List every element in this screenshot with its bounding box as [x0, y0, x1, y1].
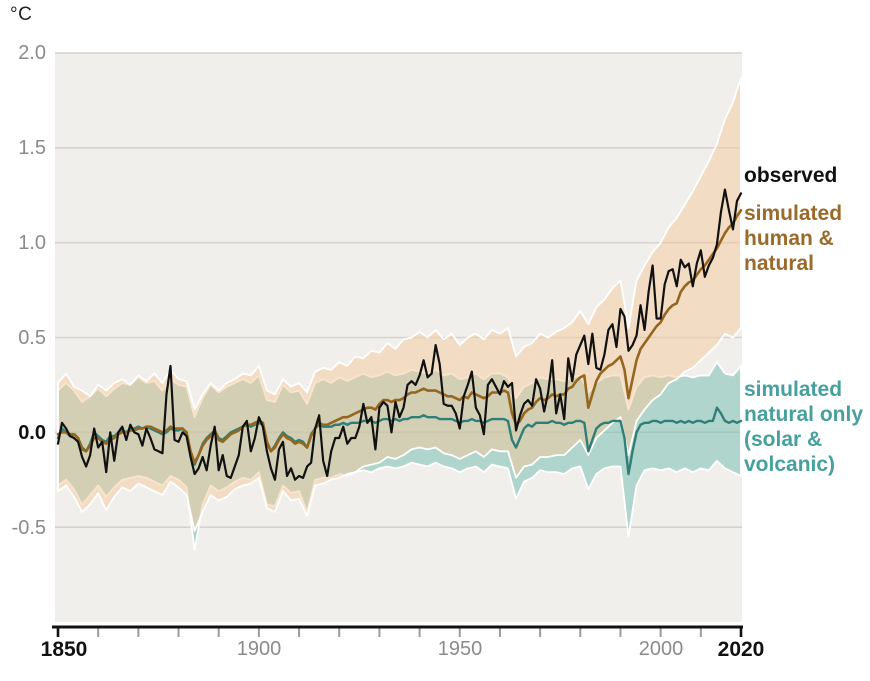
y-axis-unit-label: °C — [10, 4, 33, 25]
y-tick-label-0.5: 0.5 — [18, 327, 46, 349]
y-tick-label-0.0: 0.0 — [18, 422, 46, 444]
legend-simulated-human-natural: simulated human & natural — [744, 202, 843, 275]
y-tick-label-2.0: 2.0 — [18, 42, 46, 64]
legend-observed: observed — [744, 164, 838, 187]
x-tick-label-2000: 2000 — [638, 638, 684, 660]
y-tick-label-1.5: 1.5 — [18, 137, 46, 159]
x-tick-label-2020: 2020 — [717, 638, 765, 661]
y-tick-label-1.0: 1.0 — [18, 232, 46, 254]
x-tick-label-1850: 1850 — [40, 638, 88, 661]
x-tick-label-1900: 1900 — [236, 638, 282, 660]
x-tick-label-1950: 1950 — [437, 638, 483, 660]
legend-simulated-natural-only: simulated natural only (solar & volcanic… — [744, 378, 864, 476]
y-tick-label-neg-0.5: -0.5 — [11, 517, 46, 539]
